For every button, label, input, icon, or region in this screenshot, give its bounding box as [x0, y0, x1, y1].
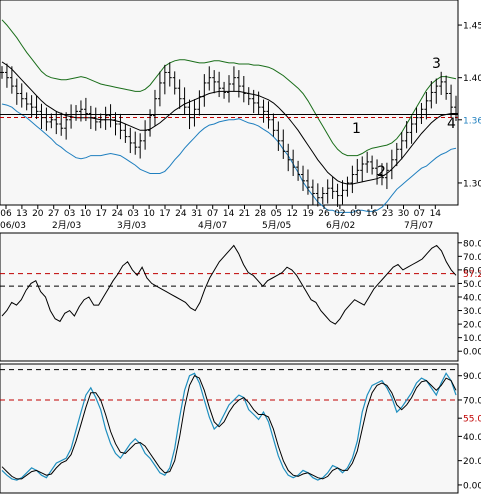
x-tick-label: 17: [96, 209, 107, 219]
rsi-y-tick-label: 0.00: [463, 348, 481, 358]
x-tick-label: 28: [255, 209, 267, 219]
price-y-tick-label: 1.40: [463, 74, 481, 84]
x-date-label: 6月/02: [326, 220, 355, 231]
rsi-current-label: 57.2: [463, 270, 481, 280]
rsi-y-tick-label: 80.0: [463, 239, 481, 249]
x-tick-label: 10: [80, 209, 92, 219]
x-tick-label: 13: [16, 209, 27, 219]
x-tick-label: 27: [48, 209, 59, 219]
x-tick-label: 03: [127, 209, 138, 219]
x-tick-label: 05: [271, 209, 282, 219]
rsi-y-tick-label: 10.0: [463, 334, 481, 344]
stoch-y-tick-label: 70.0: [463, 396, 481, 406]
price-annotations: 1 2 3 4: [352, 56, 456, 180]
x-tick-label: 09: [350, 209, 362, 219]
x-tick-label: 23: [382, 209, 393, 219]
annotation-2: 2: [377, 164, 386, 180]
x-tick-label: 16: [366, 209, 378, 219]
rsi-plot: [0, 244, 458, 325]
rsi-y-tick-label: 60.0: [463, 266, 481, 276]
annotation-1: 1: [352, 121, 361, 137]
rsi-y-tick-label: 70.0: [463, 253, 481, 263]
x-date-label: 2月/03: [52, 220, 81, 231]
bollinger-upper-line: [1, 19, 457, 157]
x-tick-label: 03: [64, 209, 75, 219]
x-date-label: 4月/07: [198, 220, 227, 231]
x-tick-label: 12: [286, 209, 297, 219]
annotation-4: 4: [447, 116, 456, 132]
price-y-tick-label: 1.36: [463, 116, 481, 126]
stochastic-panel-frame: [0, 363, 459, 494]
price-y-tick-label: 1.45: [463, 22, 481, 32]
x-tick-label: 31: [191, 209, 202, 219]
x-tick-label: 06: [0, 209, 12, 219]
stoch-y-tick-label: 90.0: [463, 372, 481, 382]
x-tick-label: 02: [334, 209, 345, 219]
x-date-label: 3月/03: [117, 220, 146, 231]
x-tick-label: 17: [159, 209, 170, 219]
x-tick-label: 07: [414, 209, 425, 219]
price-plot: [0, 19, 458, 213]
stoch-y-tick-label: 20.0: [463, 457, 481, 467]
x-date-label: 5月/05: [262, 220, 291, 231]
price-y-tick-label: 1.30: [463, 179, 481, 189]
stoch-y-tick-label: 55.0: [463, 415, 481, 425]
annotation-3: 3: [432, 56, 441, 72]
rsi-y-tick-label: 40.0: [463, 294, 481, 304]
stochastic-y-axis: 90.0 70.0 55.0 40.0 20.0 0.00: [458, 372, 481, 491]
x-tick-label: 24: [175, 209, 187, 219]
x-tick-label: 07: [207, 209, 218, 219]
price-y-axis: 1.45 1.40 1.36 1.30: [458, 22, 481, 189]
x-tick-label: 19: [302, 209, 314, 219]
rsi-y-tick-label: 30.0: [463, 307, 481, 317]
x-tick-label: 14: [223, 209, 235, 219]
x-tick-label: 30: [398, 209, 410, 219]
x-tick-label: 24: [112, 209, 124, 219]
stoch-y-tick-label: 0.00: [463, 481, 481, 491]
x-tick-label: 20: [32, 209, 44, 219]
x-tick-label: 26: [318, 209, 330, 219]
stoch-d-line: [1, 375, 457, 480]
rsi-y-tick-label: 50.0: [463, 280, 481, 290]
rsi-y-tick-label: 20.0: [463, 321, 481, 331]
bollinger-lower-line: [1, 103, 457, 213]
x-axis: 06 13 20 27 03 10 17 24 03 10 17 24 31 07 14 21 28 05 12 19…: [0, 205, 441, 231]
stochastic-plot: [0, 369, 458, 481]
stoch-y-tick-label: 40.0: [463, 433, 481, 443]
x-date-label: 7月/07: [404, 220, 433, 231]
rsi-panel-frame: [0, 232, 459, 362]
rsi-line: [1, 244, 457, 325]
x-tick-label: 14: [430, 209, 442, 219]
x-date-label: 06/03: [0, 221, 26, 231]
x-tick-label: 10: [143, 209, 155, 219]
stoch-k-line: [1, 372, 457, 481]
rsi-y-axis: 80.0 70.0 60.0 50.0 40.0 30.0 20.0 10.0 0.00 57.2: [458, 239, 481, 358]
x-tick-label: 21: [239, 209, 250, 219]
